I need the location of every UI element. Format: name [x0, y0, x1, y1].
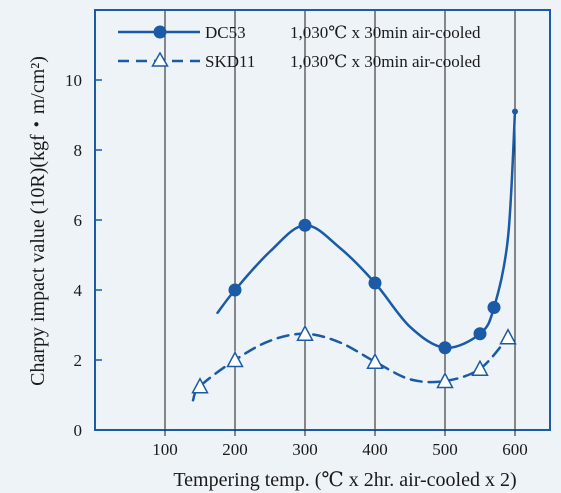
legend: DC53 1,030℃ x 30min air-cooled SKD11 1,0… [118, 23, 481, 71]
data-point-skd11-300 [296, 324, 314, 341]
markers [191, 108, 518, 394]
data-point-dc53-600 [512, 108, 518, 115]
x-tick-label-500: 500 [432, 440, 458, 459]
legend-condition-skd11: 1,030℃ x 30min air-cooled [290, 52, 481, 71]
legend-label-skd11: SKD11 [205, 52, 255, 71]
legend-marker-skd11 [151, 51, 169, 67]
x-tick-label-600: 600 [502, 440, 528, 459]
y-tick-label-6: 6 [74, 211, 83, 230]
legend-condition-dc53: 1,030℃ x 30min air-cooled [290, 23, 481, 42]
legend-label-dc53: DC53 [205, 23, 246, 42]
x-tick-label-300: 300 [292, 440, 318, 459]
y-tick-label-8: 8 [74, 141, 83, 160]
data-point-dc53-300 [298, 218, 312, 232]
x-ticks: 100 200 300 400 500 600 [152, 430, 528, 459]
y-tick-label-2: 2 [74, 351, 83, 370]
data-point-dc53-570 [487, 301, 501, 314]
y-axis-title: Charpy impact value (10R)(kgf・m/cm²) [27, 56, 49, 386]
grid [164, 10, 516, 430]
series-line-skd11 [191, 332, 510, 402]
data-point-skd11-590 [499, 328, 517, 345]
data-point-dc53-550 [473, 327, 487, 341]
data-point-skd11-150 [191, 377, 209, 394]
y-ticks: 0 2 4 6 8 10 [65, 71, 102, 440]
data-point-dc53-400 [368, 276, 382, 290]
x-axis-title: Tempering temp. (℃ x 2hr. air-cooled x 2… [173, 469, 516, 491]
curves [191, 110, 517, 402]
data-point-skd11-550 [471, 359, 489, 376]
data-point-skd11-200 [226, 350, 244, 368]
y-tick-label-0: 0 [74, 421, 83, 440]
data-point-skd11-400 [366, 352, 384, 369]
y-tick-label-10: 10 [65, 71, 82, 90]
data-point-skd11-500 [436, 371, 454, 389]
data-point-dc53-200 [228, 283, 242, 297]
series-line-dc53 [216, 110, 517, 350]
x-tick-label-200: 200 [222, 440, 248, 459]
data-point-dc53-500 [438, 341, 452, 355]
legend-marker-dc53 [153, 25, 167, 39]
x-tick-label-400: 400 [362, 440, 388, 459]
x-tick-label-100: 100 [152, 440, 178, 459]
y-tick-label-4: 4 [74, 281, 83, 300]
